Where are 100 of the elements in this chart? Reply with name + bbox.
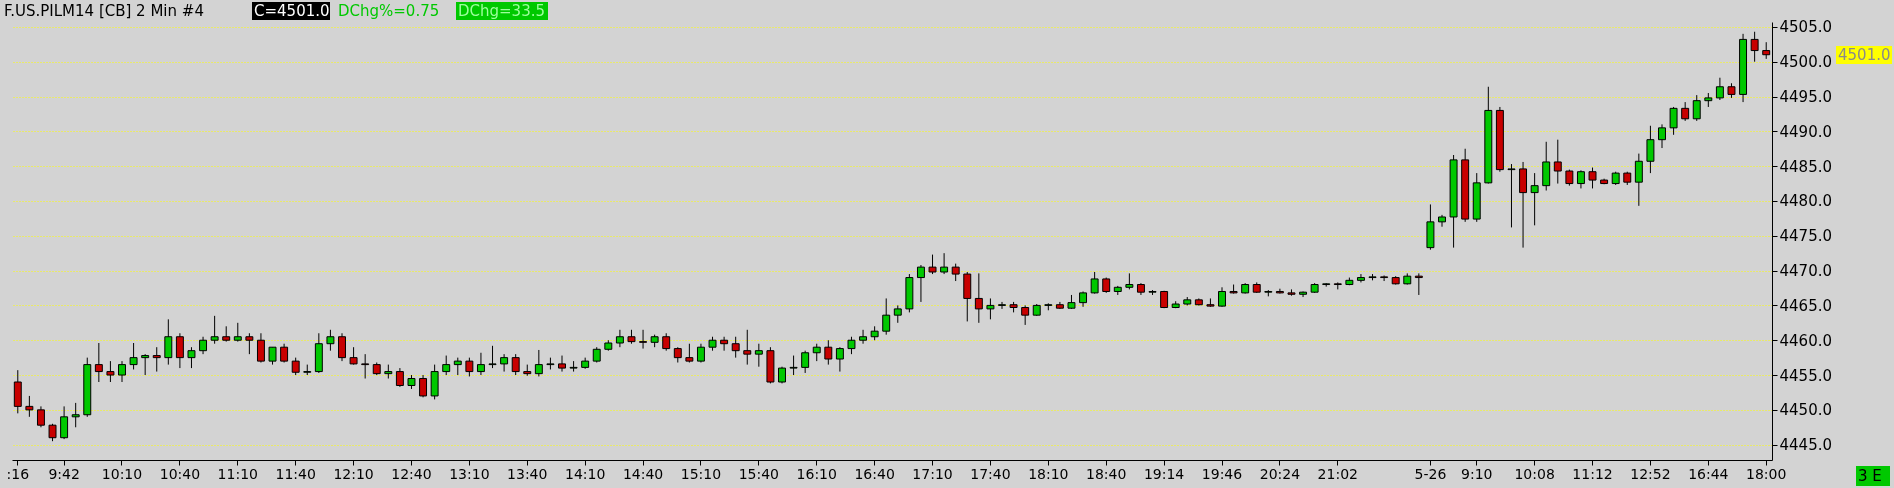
candlestick	[71, 402, 80, 428]
y-tick-label: 4480.0	[1779, 192, 1832, 211]
candlestick	[1646, 125, 1655, 174]
candlestick	[615, 329, 624, 348]
x-tick-label: 12:10	[333, 465, 374, 482]
text: DChg%=0.75	[338, 2, 440, 20]
candlestick	[1634, 153, 1643, 207]
candlestick	[1021, 304, 1030, 326]
candlestick	[511, 353, 520, 376]
candlestick	[1218, 286, 1226, 308]
candlestick	[754, 343, 763, 368]
y-tick-label: 4475.0	[1779, 227, 1832, 246]
candlestick	[940, 252, 949, 275]
x-tick-label: 9:10	[1461, 465, 1493, 482]
y-tick-label: 4465.0	[1779, 296, 1832, 315]
candlestick	[187, 346, 196, 369]
candlestick	[639, 329, 648, 350]
candlestick	[1553, 139, 1562, 185]
x-tick-label: 17:40	[970, 465, 1011, 482]
x-tick-label: 12:40	[391, 465, 432, 482]
text: 3 E	[1858, 467, 1882, 485]
x-tick-label: :16	[6, 465, 30, 482]
x-tick-label: 16:10	[796, 465, 837, 482]
candlestick	[476, 352, 485, 376]
candlestick	[731, 336, 740, 359]
candlestick	[1299, 290, 1308, 298]
x-tick-label: 17:10	[912, 465, 953, 482]
candlestick	[789, 355, 798, 376]
x-tick-label: 11:10	[217, 465, 258, 482]
candlestick	[210, 315, 219, 345]
y-tick-label: 4445.0	[1779, 436, 1832, 455]
y-tick-label: 4495.0	[1779, 88, 1832, 107]
candlestick	[743, 329, 752, 366]
candlestick	[500, 353, 509, 373]
candlestick	[245, 332, 254, 355]
candlestick	[60, 405, 69, 440]
candlestick	[928, 254, 937, 275]
candlestick	[1750, 31, 1759, 63]
x-tick-label: 11:40	[275, 465, 316, 482]
x-tick-label: 15:10	[680, 465, 722, 482]
x-tick-label: 10:10	[101, 465, 143, 482]
candlestick	[1692, 94, 1701, 122]
candlestick	[129, 342, 138, 370]
y-tick-label: 4485.0	[1779, 157, 1832, 176]
candlestick	[94, 342, 103, 383]
candlestick	[25, 395, 34, 418]
x-tick-label: 13:40	[507, 465, 548, 482]
y-tick-label: 4455.0	[1779, 366, 1832, 385]
candlestick	[998, 301, 1006, 310]
x-tick-label: 10:08	[1514, 465, 1555, 482]
x-tick-label: 18:00	[1746, 465, 1787, 482]
candlestick	[164, 318, 173, 366]
candlestick	[534, 349, 543, 377]
x-tick-label: 19:14	[1143, 465, 1185, 482]
x-tick-label: 18:40	[1086, 465, 1127, 482]
candlestick	[152, 346, 161, 373]
candlestick	[395, 367, 404, 388]
candlestick	[1356, 273, 1365, 283]
x-tick-label: 21:02	[1317, 465, 1358, 482]
candlestick	[974, 272, 983, 324]
y-tick-label: 4460.0	[1779, 331, 1832, 350]
candlestick	[986, 297, 995, 320]
candlestick	[916, 264, 925, 303]
candlestick	[175, 332, 184, 369]
candlestick	[338, 332, 346, 362]
x-tick-label: 14:10	[564, 465, 606, 482]
y-tick-label: 4505.0	[1779, 18, 1832, 37]
x-tick-label: 12:52	[1630, 465, 1671, 482]
candlestick	[1507, 163, 1516, 228]
x-tick-label: 11:12	[1572, 465, 1613, 482]
candlestick	[465, 357, 474, 377]
candlestick	[106, 360, 115, 383]
x-tick-label: 15:40	[738, 465, 780, 482]
y-tick-label: 4450.0	[1779, 401, 1832, 420]
candlestick	[720, 336, 729, 352]
candlestick	[1576, 169, 1585, 189]
candlestick	[882, 297, 891, 336]
x-tick-label: 9:42	[48, 465, 80, 482]
candlestick	[835, 346, 844, 373]
y-tick-label: 4490.0	[1779, 122, 1832, 141]
x-tick-label: 10:40	[159, 465, 201, 482]
x-tick-label: 18:10	[1028, 465, 1069, 482]
text: DChg=33.5	[458, 2, 546, 20]
text: C=4501.0	[254, 2, 330, 20]
candlestick	[859, 329, 868, 345]
candlestick	[361, 353, 370, 380]
x-tick-label: 5-26	[1414, 465, 1447, 482]
y-tick-label: 4470.0	[1779, 262, 1832, 281]
candlestick	[256, 332, 265, 364]
x-tick-label: 19:46	[1201, 465, 1243, 482]
candlestick	[569, 360, 578, 373]
y-tick-label: 4500.0	[1779, 53, 1832, 72]
x-tick-label: 13:10	[449, 465, 490, 482]
candlestick	[1681, 101, 1690, 122]
x-tick-label: 16:44	[1688, 465, 1729, 482]
candlestick	[1658, 123, 1666, 149]
candlestick	[36, 405, 45, 428]
candlestick	[326, 329, 335, 352]
candlestick	[801, 350, 810, 374]
candlestick	[824, 339, 833, 366]
